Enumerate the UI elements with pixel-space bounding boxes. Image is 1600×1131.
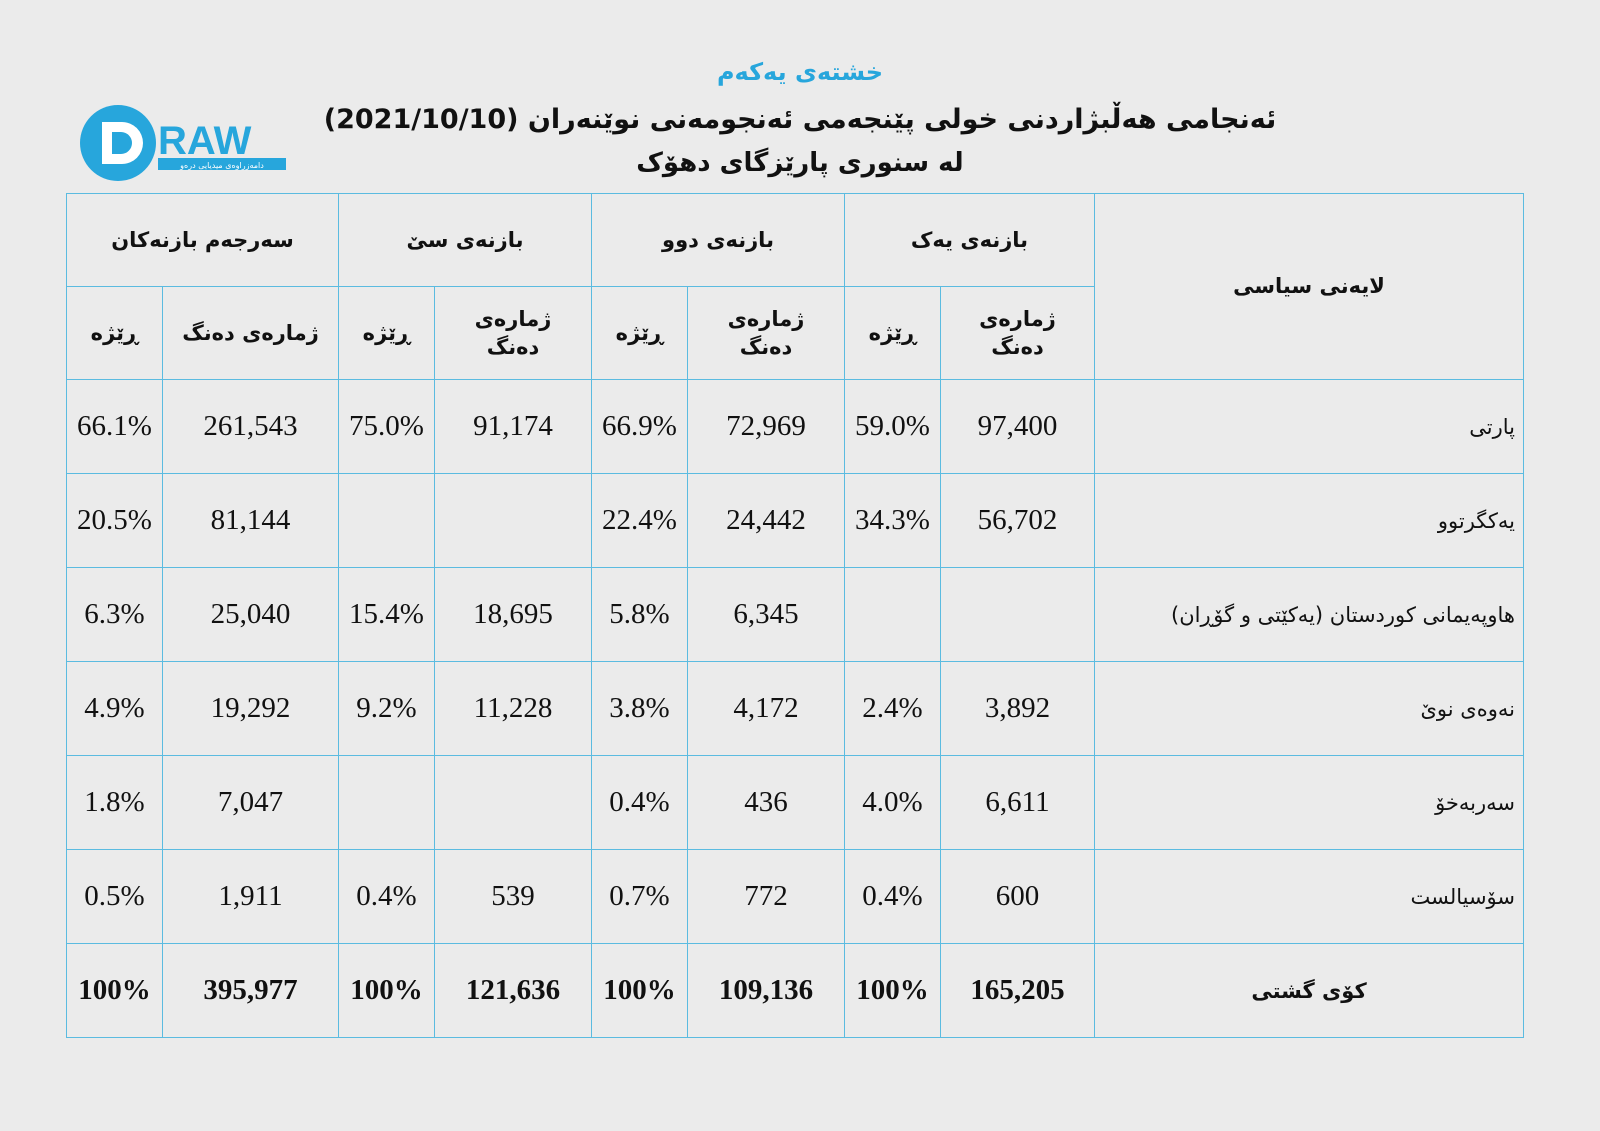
votes-cell: 165,205	[940, 943, 1095, 1038]
pct-cell: 0.4%	[591, 755, 688, 850]
votes-cell: 19,292	[162, 661, 339, 756]
pct-header: ڕێژە	[844, 286, 941, 380]
svg-text:RAW: RAW	[158, 119, 252, 163]
votes-cell: 1,911	[162, 849, 339, 944]
votes-cell	[940, 567, 1095, 662]
votes-cell: 4,172	[687, 661, 845, 756]
party-name: کۆی گشتی	[1094, 943, 1524, 1038]
svg-text:دامەزراوەی میدیایی درەو: دامەزراوەی میدیایی درەو	[179, 161, 264, 170]
pct-cell: 1.8%	[66, 755, 163, 850]
party-name: پارتی	[1094, 379, 1524, 474]
pct-header: ڕێژە	[591, 286, 688, 380]
pct-cell: 0.4%	[338, 849, 435, 944]
pct-cell: 34.3%	[844, 473, 941, 568]
votes-cell: 6,611	[940, 755, 1095, 850]
votes-cell: 121,636	[434, 943, 592, 1038]
votes-cell: 81,144	[162, 473, 339, 568]
table-row: سۆسیالست 600 0.4% 772 0.7% 539 0.4% 1,911 0.5%	[66, 849, 1524, 944]
votes-header: ژمارەی دەنگ	[434, 286, 592, 380]
pct-cell: 100%	[66, 943, 163, 1038]
pct-cell: 100%	[591, 943, 688, 1038]
votes-cell: 11,228	[434, 661, 592, 756]
pct-cell: 59.0%	[844, 379, 941, 474]
pct-cell: 4.0%	[844, 755, 941, 850]
page-title: ئەنجامی هەڵبژاردنی خولی پێنجەمی ئەنجومەن…	[323, 104, 1277, 135]
votes-cell: 6,345	[687, 567, 845, 662]
votes-cell: 24,442	[687, 473, 845, 568]
zone-header: بازنەی سێ	[338, 193, 592, 287]
table-row: یەکگرتوو 56,702 34.3% 24,442 22.4% 81,144 20.5…	[66, 473, 1524, 568]
votes-cell: 97,400	[940, 379, 1095, 474]
pct-cell: 15.4%	[338, 567, 435, 662]
pct-cell: 0.4%	[844, 849, 941, 944]
pct-cell: 100%	[338, 943, 435, 1038]
zone-header: بازنەی یەک	[844, 193, 1095, 287]
draw-logo: RAW دامەزراوەی میدیایی درەو	[80, 102, 295, 184]
pct-cell: 3.8%	[591, 661, 688, 756]
votes-cell: 72,969	[687, 379, 845, 474]
pct-cell	[338, 755, 435, 850]
votes-cell: 7,047	[162, 755, 339, 850]
votes-cell	[434, 473, 592, 568]
votes-header: ژمارەی دەنگ	[940, 286, 1095, 380]
votes-header: ژمارەی دەنگ	[162, 286, 339, 380]
votes-cell: 3,892	[940, 661, 1095, 756]
pct-cell: 22.4%	[591, 473, 688, 568]
zone-header: سەرجەم بازنەکان	[66, 193, 339, 287]
pct-cell	[844, 567, 941, 662]
total-row: کۆی گشتی 165,205 100% 109,136 100% 121,636 100…	[66, 943, 1524, 1038]
pct-cell: 20.5%	[66, 473, 163, 568]
votes-cell: 261,543	[162, 379, 339, 474]
party-name: یەکگرتوو	[1094, 473, 1524, 568]
pct-cell: 66.1%	[66, 379, 163, 474]
pct-cell: 66.9%	[591, 379, 688, 474]
party-name: سەربەخۆ	[1094, 755, 1524, 850]
votes-cell	[434, 755, 592, 850]
votes-cell: 25,040	[162, 567, 339, 662]
votes-cell: 395,977	[162, 943, 339, 1038]
pct-cell: 6.3%	[66, 567, 163, 662]
pct-cell: 0.5%	[66, 849, 163, 944]
pct-cell: 9.2%	[338, 661, 435, 756]
table-row: نەوەی نوێ 3,892 2.4% 4,172 3.8% 11,228 9.2% 19,…	[66, 661, 1524, 756]
table-row: پارتی 97,400 59.0% 72,969 66.9% 91,174 75.0% 26…	[66, 379, 1524, 474]
votes-cell: 772	[687, 849, 845, 944]
table-row: هاوپەیمانی کوردستان (یەکێتی و گۆڕان) 6,34…	[66, 567, 1524, 662]
votes-cell: 600	[940, 849, 1095, 944]
party-name: هاوپەیمانی کوردستان (یەکێتی و گۆڕان)	[1094, 567, 1524, 662]
party-name: نەوەی نوێ	[1094, 661, 1524, 756]
votes-cell: 539	[434, 849, 592, 944]
party-name: سۆسیالست	[1094, 849, 1524, 944]
pct-cell: 4.9%	[66, 661, 163, 756]
page-subtitle: لە سنوری پارێزگای دهۆک	[636, 148, 964, 178]
votes-header: ژمارەی دەنگ	[687, 286, 845, 380]
pct-header: ڕێژە	[66, 286, 163, 380]
table-label: خشتەی یەکەم	[716, 58, 884, 86]
votes-cell: 109,136	[687, 943, 845, 1038]
results-table: لایەنی سیاسی بازنەی یەک بازنەی دوو بازنە…	[66, 193, 1524, 1038]
votes-cell: 91,174	[434, 379, 592, 474]
pct-cell: 5.8%	[591, 567, 688, 662]
pct-cell: 0.7%	[591, 849, 688, 944]
party-header: لایەنی سیاسی	[1094, 193, 1524, 380]
pct-cell	[338, 473, 435, 568]
votes-cell: 56,702	[940, 473, 1095, 568]
votes-cell: 18,695	[434, 567, 592, 662]
pct-cell: 100%	[844, 943, 941, 1038]
pct-header: ڕێژە	[338, 286, 435, 380]
pct-cell: 2.4%	[844, 661, 941, 756]
votes-cell: 436	[687, 755, 845, 850]
table-row: سەربەخۆ 6,611 4.0% 436 0.4% 7,047 1.8%	[66, 755, 1524, 850]
zone-header: بازنەی دوو	[591, 193, 845, 287]
pct-cell: 75.0%	[338, 379, 435, 474]
